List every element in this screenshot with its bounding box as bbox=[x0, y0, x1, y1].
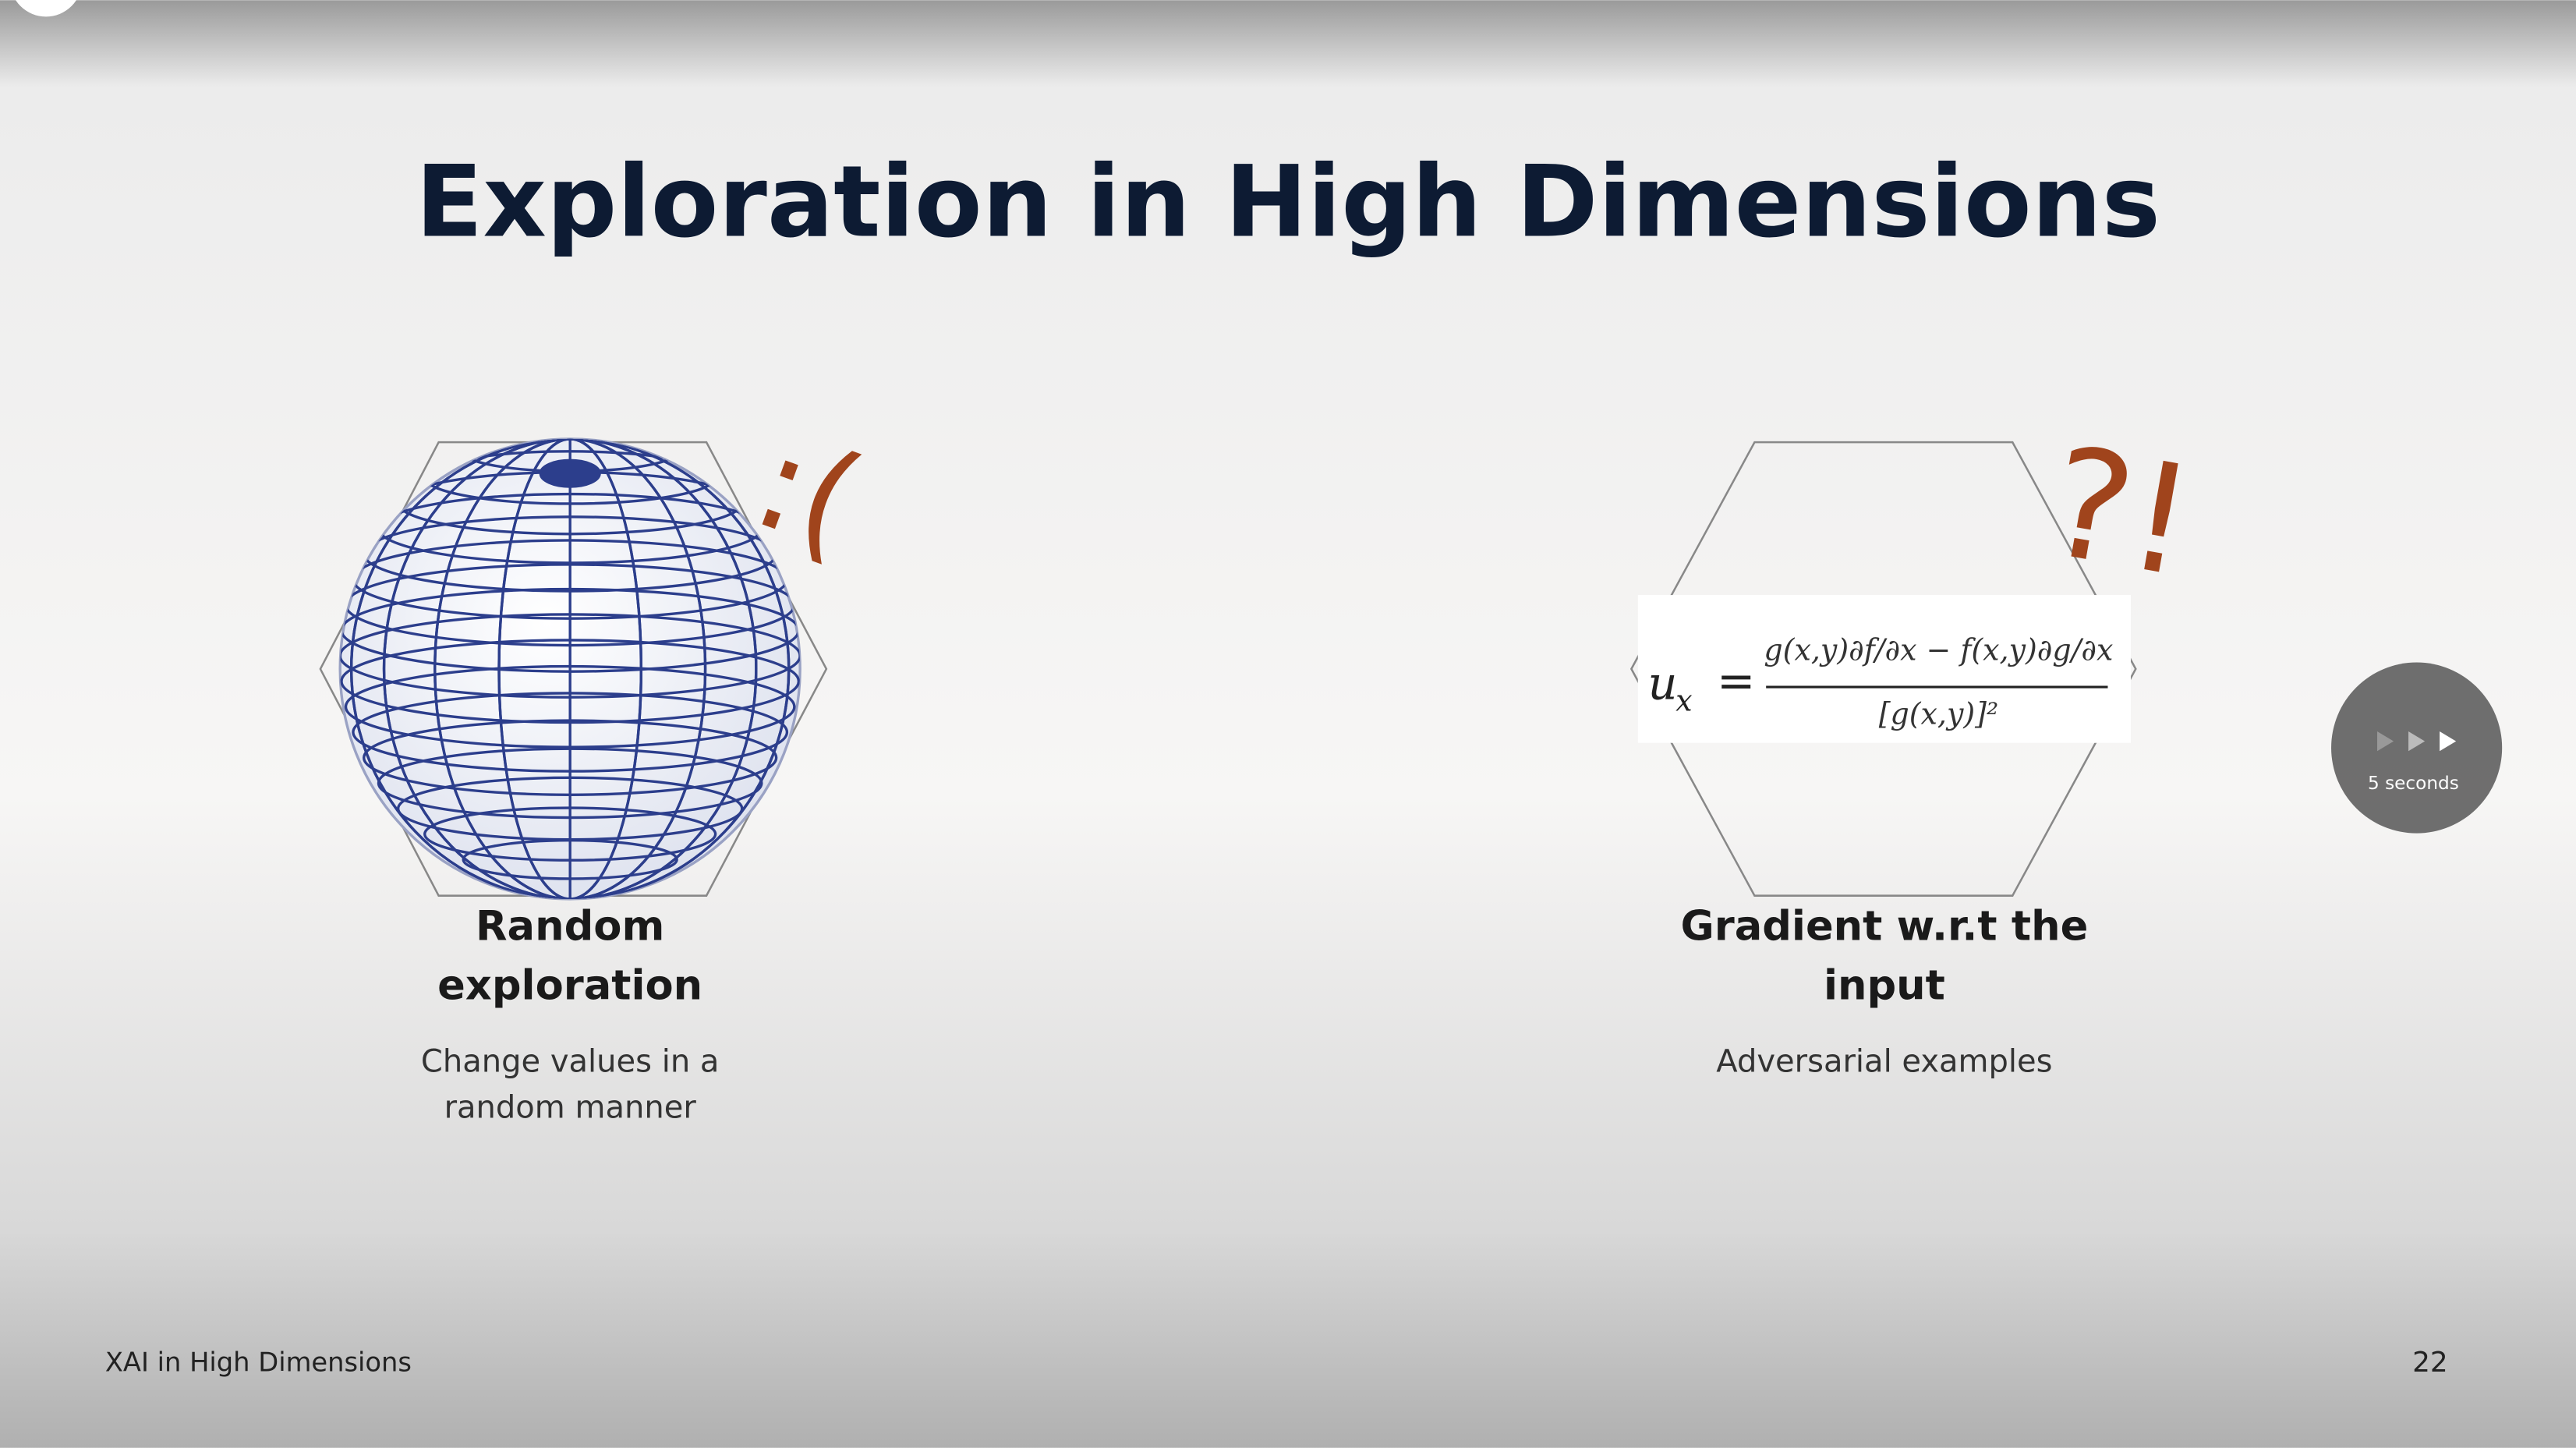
emoticon: ?! bbox=[2036, 413, 2206, 611]
card-subtitle: random manner bbox=[444, 1090, 697, 1126]
sphere-grid-line bbox=[340, 613, 801, 699]
sphere-grid-line bbox=[382, 438, 758, 899]
footer: XAI in High Dimensions bbox=[105, 1347, 412, 1378]
slide-title: Exploration in High Dimensions bbox=[416, 145, 2160, 260]
formula-box bbox=[1637, 595, 2131, 743]
card-title: input bbox=[1824, 961, 1945, 1009]
page-number: 22 bbox=[2412, 1347, 2448, 1379]
card-subtitle: Change values in a bbox=[421, 1044, 720, 1080]
hexagon bbox=[1629, 441, 2137, 897]
formula-lhs: u bbox=[1647, 657, 1677, 710]
skip-arrow bbox=[2408, 731, 2426, 752]
skip-button[interactable]: 5 seconds bbox=[2331, 662, 2503, 834]
hexagon bbox=[319, 441, 828, 897]
formula-equals: = bbox=[1717, 653, 1755, 707]
sphere-grid-line bbox=[433, 438, 707, 899]
sphere-grid-line bbox=[462, 839, 678, 880]
sphere-grid-line bbox=[362, 719, 778, 796]
card-title: exploration bbox=[437, 961, 702, 1009]
formula-subscript: x bbox=[1675, 684, 1692, 718]
formula-denominator: [g(x,y)]² bbox=[1879, 697, 1998, 731]
sphere-grid-line bbox=[340, 639, 801, 724]
sphere-grid-line bbox=[352, 692, 789, 773]
sphere-grid-line bbox=[423, 806, 717, 862]
card-title: Gradient w.r.t the bbox=[1681, 902, 2089, 950]
card-subtitle: Adversarial examples bbox=[1716, 1044, 2052, 1080]
sphere-grid-line bbox=[377, 747, 763, 820]
sphere-grid-line bbox=[344, 664, 796, 749]
skip-circle[interactable] bbox=[2331, 662, 2503, 834]
skip-label: 5 seconds bbox=[2368, 773, 2459, 794]
card-title: Random bbox=[476, 902, 664, 950]
corner-button[interactable] bbox=[10, 0, 83, 17]
skip-arrow bbox=[2377, 731, 2394, 752]
skip-arrow bbox=[2440, 731, 2457, 752]
formula-numerator: g(x,y)∂f/∂x − f(x,y)∂g/∂x bbox=[1764, 632, 2113, 667]
